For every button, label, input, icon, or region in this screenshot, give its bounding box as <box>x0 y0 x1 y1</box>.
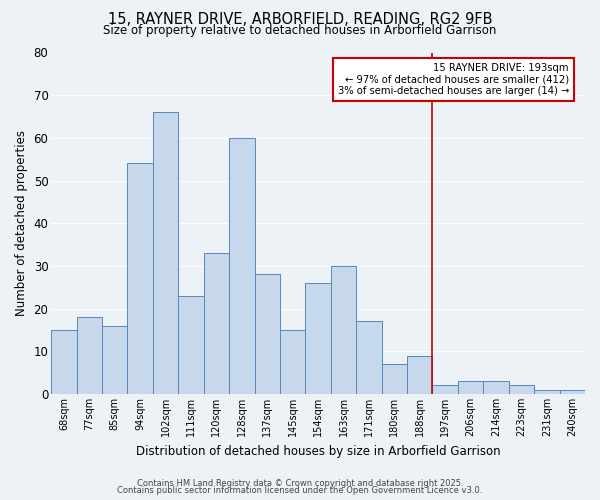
Bar <box>534 390 560 394</box>
Bar <box>509 386 534 394</box>
X-axis label: Distribution of detached houses by size in Arborfield Garrison: Distribution of detached houses by size … <box>136 444 500 458</box>
Y-axis label: Number of detached properties: Number of detached properties <box>15 130 28 316</box>
Bar <box>407 356 433 394</box>
Bar <box>77 317 102 394</box>
Bar <box>102 326 127 394</box>
Text: 15 RAYNER DRIVE: 193sqm
← 97% of detached houses are smaller (412)
3% of semi-de: 15 RAYNER DRIVE: 193sqm ← 97% of detache… <box>338 62 569 96</box>
Bar <box>127 164 153 394</box>
Text: Contains public sector information licensed under the Open Government Licence v3: Contains public sector information licen… <box>118 486 482 495</box>
Bar <box>280 330 305 394</box>
Bar <box>204 253 229 394</box>
Bar <box>560 390 585 394</box>
Bar <box>382 364 407 394</box>
Bar <box>229 138 254 394</box>
Text: 15, RAYNER DRIVE, ARBORFIELD, READING, RG2 9FB: 15, RAYNER DRIVE, ARBORFIELD, READING, R… <box>108 12 492 28</box>
Text: Contains HM Land Registry data © Crown copyright and database right 2025.: Contains HM Land Registry data © Crown c… <box>137 478 463 488</box>
Bar <box>51 330 77 394</box>
Bar <box>305 283 331 394</box>
Bar <box>254 274 280 394</box>
Bar <box>433 386 458 394</box>
Bar <box>484 381 509 394</box>
Bar <box>178 296 204 394</box>
Bar <box>153 112 178 394</box>
Bar <box>331 266 356 394</box>
Bar <box>458 381 484 394</box>
Text: Size of property relative to detached houses in Arborfield Garrison: Size of property relative to detached ho… <box>103 24 497 37</box>
Bar <box>356 322 382 394</box>
